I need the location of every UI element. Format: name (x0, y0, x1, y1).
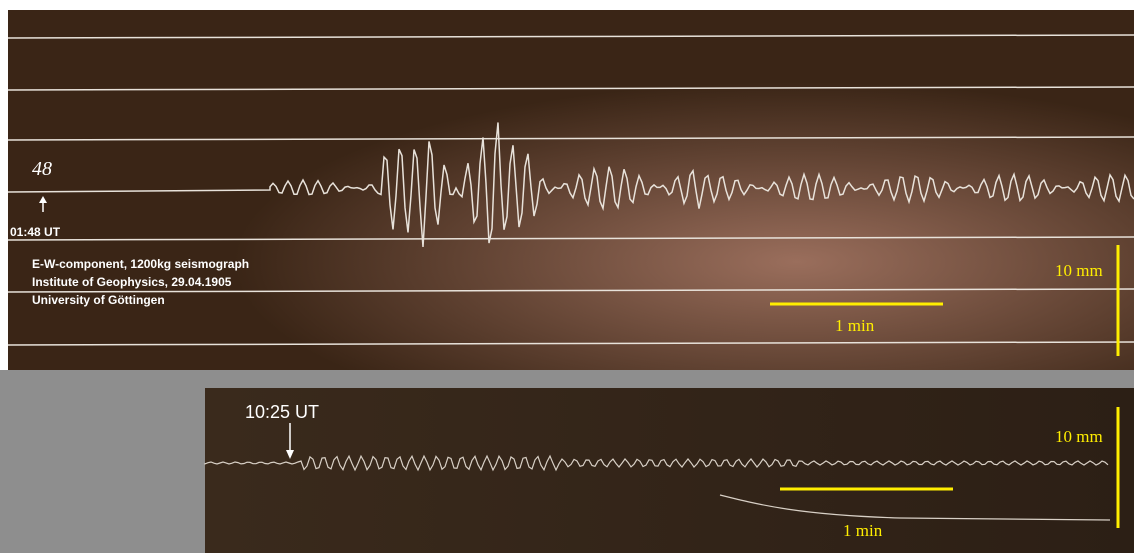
hand-mark: 48 (32, 158, 52, 180)
time-scale-label: 1 min (843, 521, 883, 540)
trace (7, 34, 1134, 39)
trace (7, 122, 1134, 248)
time-scale-label: 1 min (835, 316, 875, 335)
arrow-head (39, 196, 47, 203)
time-label: 01:48 UT (10, 225, 61, 239)
trace (719, 494, 1111, 521)
trace (7, 288, 1134, 293)
trace (7, 341, 1134, 346)
trace-lines (7, 34, 1134, 346)
caption-line: Institute of Geophysics, 29.04.1905 (32, 275, 232, 289)
caption-line: E-W-component, 1200kg seismograph (32, 257, 249, 271)
trace (204, 454, 1109, 472)
trace (7, 136, 1134, 141)
arrow-head (286, 450, 294, 459)
amplitude-scale-label: 10 mm (1055, 261, 1103, 280)
time-label: 10:25 UT (245, 402, 319, 422)
trace (7, 86, 1134, 91)
trace-lines (204, 454, 1111, 521)
bottom-record (205, 388, 1134, 553)
amplitude-scale-label: 10 mm (1055, 427, 1103, 446)
caption-line: University of Göttingen (32, 293, 165, 307)
trace (7, 236, 1134, 241)
